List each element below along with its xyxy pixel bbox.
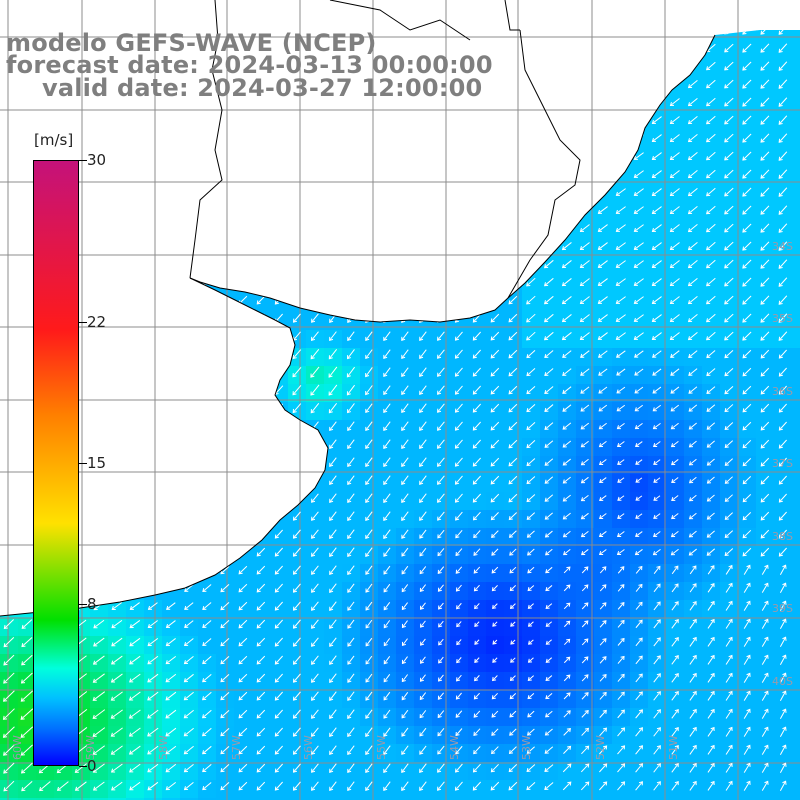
- lon-label: 55W: [375, 735, 388, 760]
- wind-speed-field: [0, 30, 800, 800]
- lat-label: 39S: [772, 602, 793, 615]
- colorbar-tick-label: 15: [87, 454, 107, 472]
- lon-label: 60W: [11, 735, 24, 760]
- colorbar-tick-label: 0: [87, 757, 97, 775]
- colorbar-tickmark: [79, 321, 87, 323]
- lat-label: 35S: [772, 312, 793, 325]
- grid-labels: 34S 35S 36S 37S 38S 39S 40S 60W 59W 58W 57W 56W 55W 5…: [11, 240, 793, 760]
- lon-label: 59W: [84, 735, 97, 760]
- lat-label: 37S: [772, 457, 793, 470]
- colorbar-tick-label: 22: [87, 312, 107, 331]
- colorbar-tick-label: 8: [87, 595, 97, 614]
- colorbar-tick-label: 30: [87, 151, 107, 169]
- lat-label: 36S: [772, 385, 793, 398]
- lat-label: 38S: [772, 530, 793, 543]
- lon-label: 54W: [448, 735, 461, 760]
- forecast-date: forecast date: 2024-03-13 00:00:00: [6, 51, 493, 79]
- valid-date: valid date: 2024-03-27 12:00:00: [42, 74, 483, 102]
- colorbar-tickmark: [79, 160, 87, 161]
- lon-label: 58W: [157, 735, 170, 760]
- colorbar-tickmark: [79, 604, 87, 606]
- lon-label: 51W: [667, 735, 680, 760]
- colorbar-tickmark: [79, 766, 87, 767]
- colorbar-unit: [m/s]: [34, 131, 74, 149]
- lon-label: 57W: [230, 735, 243, 760]
- lon-label: 56W: [302, 735, 315, 760]
- lat-label: 40S: [772, 675, 793, 688]
- lat-label: 34S: [772, 240, 793, 253]
- model-title: modelo GEFS-WAVE (NCEP): [6, 29, 377, 57]
- colorbar-tickmark: [79, 463, 87, 464]
- lon-label: 52W: [594, 735, 607, 760]
- coastline: [0, 0, 716, 617]
- lon-label: 53W: [520, 735, 533, 760]
- colorbar: [33, 160, 79, 766]
